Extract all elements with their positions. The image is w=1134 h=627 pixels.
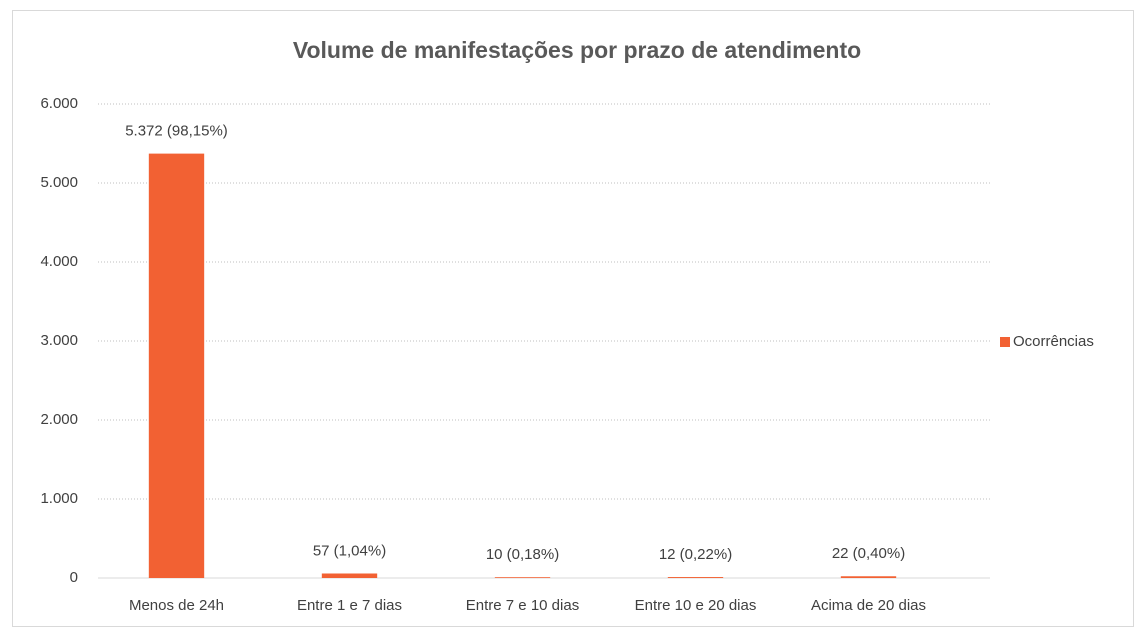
y-tick-label: 1.000 xyxy=(40,490,78,507)
y-tick-label: 4.000 xyxy=(40,253,78,270)
y-tick-label: 0 xyxy=(70,569,78,586)
bar xyxy=(667,577,724,578)
data-label: 10 (0,18%) xyxy=(486,546,559,563)
data-label: 22 (0,40%) xyxy=(832,545,905,562)
legend-swatch xyxy=(1000,337,1010,347)
bar xyxy=(494,577,551,578)
x-tick-label: Menos de 24h xyxy=(129,597,224,614)
bar xyxy=(321,573,378,578)
data-label: 57 (1,04%) xyxy=(313,542,386,559)
y-tick-label: 2.000 xyxy=(40,411,78,428)
y-tick-label: 3.000 xyxy=(40,332,78,349)
data-label: 12 (0,22%) xyxy=(659,546,732,563)
y-tick-label: 6.000 xyxy=(40,95,78,112)
legend-label: Ocorrências xyxy=(1013,333,1094,350)
y-tick-label: 5.000 xyxy=(40,174,78,191)
x-tick-label: Entre 1 e 7 dias xyxy=(297,597,402,614)
data-label: 5.372 (98,15%) xyxy=(125,123,228,140)
chart-title: Volume de manifestações por prazo de ate… xyxy=(293,37,861,63)
x-tick-label: Acima de 20 dias xyxy=(811,597,926,614)
x-tick-label: Entre 10 e 20 dias xyxy=(635,597,757,614)
bar xyxy=(840,576,897,578)
x-tick-label: Entre 7 e 10 dias xyxy=(466,597,579,614)
bar xyxy=(148,153,205,578)
